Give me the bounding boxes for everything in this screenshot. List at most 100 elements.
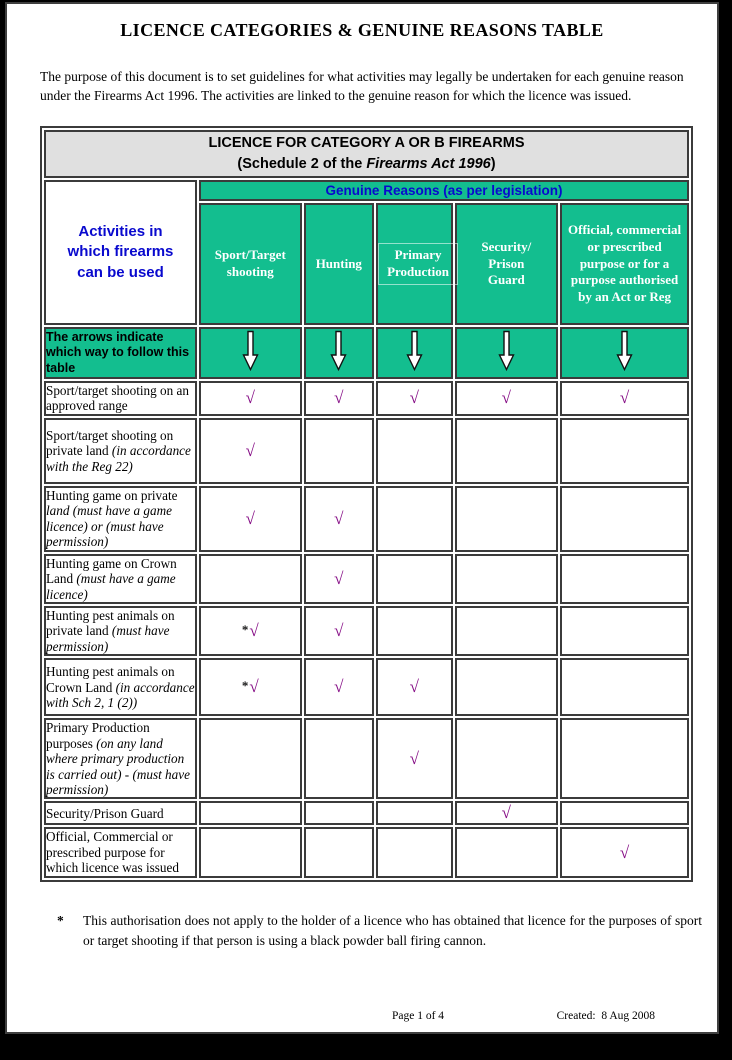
empty-cell: [376, 417, 453, 484]
empty-cell: [454, 605, 559, 657]
arrow-cell: [198, 327, 302, 379]
table-row: Official, Commercial or prescribed purpo…: [44, 827, 689, 878]
genuine-reasons-row: Activities in which firearms can be used…: [44, 180, 689, 325]
table-row: Sport/target shooting on private land (i…: [44, 417, 689, 484]
activity-cell: Sport/target shooting on private land (i…: [44, 417, 197, 484]
table-row: Hunting game on Crown Land (must have a …: [44, 553, 689, 604]
empty-cell: [560, 485, 689, 552]
column-headers-row: Sport/Target shooting Hunting Primary Pr…: [44, 203, 689, 325]
check-mark-icon: √: [334, 388, 344, 408]
down-arrow-icon: [406, 330, 423, 371]
check-cell: √: [303, 605, 375, 657]
empty-cell: [560, 553, 689, 604]
empty-cell: [454, 553, 559, 604]
empty-cell: [560, 417, 689, 484]
check-cell: √: [454, 381, 559, 416]
activity-text: Hunting pest animals on Crown Land: [46, 664, 175, 695]
check-mark-icon: √: [245, 508, 255, 528]
activity-text: Sport/target shooting on private land: [46, 427, 174, 459]
created-date: Created: 8 Aug 2008: [556, 1010, 655, 1022]
check-mark-icon: √: [334, 508, 344, 528]
check-mark-icon: √: [245, 388, 255, 408]
table-row: Primary Production purposes (on any land…: [44, 718, 689, 800]
table-row: Hunting pest animals on Crown Land (in a…: [44, 658, 689, 717]
empty-cell: [454, 485, 559, 552]
arrow-cell: [303, 327, 375, 379]
page-title: LICENCE CATEGORIES & GENUINE REASONS TAB…: [120, 20, 604, 40]
empty-cell: [454, 658, 559, 717]
table-title-row: LICENCE FOR CATEGORY A OR B FIREARMS (Sc…: [44, 130, 689, 178]
footnote-asterisk: *: [57, 912, 64, 928]
activities-header-cell: Activities in which firearms can be used: [44, 180, 197, 325]
down-arrow-icon: [616, 330, 633, 371]
column-header-hunting: Hunting: [303, 203, 375, 325]
check-mark-icon: √: [619, 388, 630, 408]
down-arrow-icon: [242, 330, 259, 371]
check-cell: √: [198, 381, 302, 416]
empty-cell: [376, 553, 453, 604]
empty-cell: [376, 801, 453, 826]
check-cell: √: [198, 485, 302, 552]
empty-cell: [454, 827, 559, 878]
activity-text-italic: (on any land where primary production is…: [46, 735, 190, 797]
table-title-cell: LICENCE FOR CATEGORY A OR B FIREARMS (Sc…: [44, 130, 689, 178]
empty-cell: [560, 801, 689, 826]
empty-cell: [198, 553, 302, 604]
check-cell: √: [376, 658, 453, 717]
activity-text-italic: land (must have a game licence) or (must…: [46, 503, 172, 550]
check-cell: √: [303, 553, 375, 604]
check-mark-icon: √: [334, 677, 344, 697]
activity-cell: Sport/target shooting on an approved ran…: [44, 381, 197, 416]
activity-text-italic: (must have a game licence): [46, 571, 176, 602]
arrow-row: The arrows indicate which way to follow …: [44, 327, 689, 379]
check-cell: √: [454, 801, 559, 826]
column-header-official: Official, commercial or prescribed purpo…: [560, 203, 689, 325]
check-mark-icon: √: [409, 388, 419, 408]
activity-cell: Primary Production purposes (on any land…: [44, 718, 197, 800]
check-mark-icon: √: [245, 440, 255, 460]
asterisk-marker: *: [241, 622, 249, 638]
genuine-reasons-header: Genuine Reasons (as per legislation): [198, 180, 689, 201]
activity-text: Sport/target shooting on an approved ran…: [46, 383, 189, 414]
empty-cell: [303, 827, 375, 878]
check-cell: √: [303, 485, 375, 552]
check-mark-icon: √: [619, 842, 630, 862]
check-mark-icon: √: [501, 388, 511, 408]
asterisk-marker: *: [241, 678, 249, 694]
table-title-line2: (Schedule 2 of the Firearms Act 1996): [237, 156, 496, 172]
empty-cell: [560, 718, 689, 800]
activity-cell: Hunting game on private land (must have …: [44, 485, 197, 552]
activity-text-italic: (in accordance with the Reg 22): [46, 443, 191, 474]
table-title-line1: LICENCE FOR CATEGORY A OR B FIREARMS: [208, 134, 525, 151]
empty-cell: [376, 485, 453, 552]
table-row: Security/Prison Guard √: [44, 801, 689, 826]
column-header-primary-production: Primary Production: [376, 203, 459, 325]
check-cell: √: [560, 381, 689, 416]
empty-cell: [198, 718, 302, 800]
column-header-security-prison: Security/ Prison Guard: [454, 203, 559, 325]
activity-text-italic: (in accordance with Sch 2, 1 (2)): [46, 679, 195, 710]
empty-cell: [198, 827, 302, 878]
licence-table: LICENCE FOR CATEGORY A OR B FIREARMS (Sc…: [40, 126, 693, 882]
activity-cell: Hunting pest animals on private land (mu…: [44, 605, 197, 657]
empty-cell: [303, 718, 375, 800]
check-mark-icon: √: [409, 748, 419, 768]
check-cell: √: [303, 658, 375, 717]
table-row: Sport/target shooting on an approved ran…: [44, 381, 689, 416]
footnote-text: This authorisation does not apply to the…: [83, 912, 702, 948]
down-arrow-icon: [330, 330, 347, 371]
arrow-cell: [376, 327, 453, 379]
table-row: Hunting game on private land (must have …: [44, 485, 689, 552]
table-row: Hunting pest animals on private land (mu…: [44, 605, 689, 657]
activity-cell: Official, Commercial or prescribed purpo…: [44, 827, 197, 878]
empty-cell: [303, 417, 375, 484]
check-cell: √: [376, 718, 453, 800]
check-mark-icon: √: [409, 677, 419, 697]
empty-cell: [560, 605, 689, 657]
empty-cell: [560, 658, 689, 717]
check-cell: √: [198, 417, 302, 484]
activity-text: Official, Commercial or prescribed purpo…: [46, 829, 179, 876]
activities-header-label: Activities in which firearms can be used: [67, 223, 174, 281]
check-mark-icon: √: [334, 568, 344, 588]
empty-cell: [198, 801, 302, 826]
